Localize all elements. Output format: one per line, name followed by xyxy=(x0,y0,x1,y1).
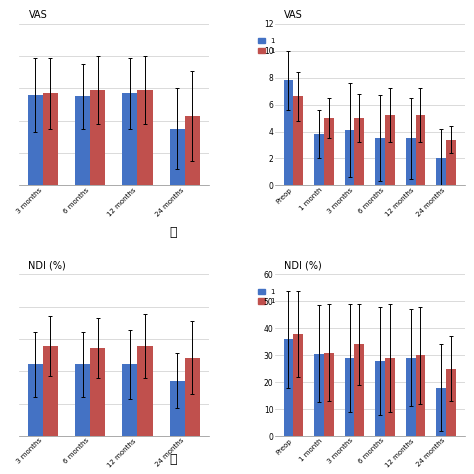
Bar xyxy=(43,93,58,185)
Bar xyxy=(283,80,293,185)
Text: VAS: VAS xyxy=(28,10,47,20)
Bar xyxy=(314,354,324,436)
Legend: 1 level CO, 1 level CP: 1 level CO, 1 level CP xyxy=(255,286,310,307)
Text: VAS: VAS xyxy=(284,10,303,20)
Bar xyxy=(122,365,137,436)
Bar xyxy=(437,158,446,185)
Bar xyxy=(355,118,364,185)
Bar xyxy=(437,388,446,436)
Bar xyxy=(345,358,355,436)
Bar xyxy=(90,90,105,185)
Bar xyxy=(293,334,303,436)
Bar xyxy=(27,95,43,185)
Bar xyxy=(385,115,395,185)
Bar xyxy=(122,93,137,185)
Bar xyxy=(137,346,153,436)
Bar xyxy=(293,97,303,185)
Bar xyxy=(75,97,90,185)
Text: NDI (%): NDI (%) xyxy=(28,261,66,271)
Bar xyxy=(406,138,416,185)
Bar xyxy=(75,365,90,436)
Bar xyxy=(185,357,200,436)
Bar xyxy=(170,129,185,185)
Bar xyxy=(185,116,200,185)
Bar xyxy=(27,365,43,436)
Bar xyxy=(170,381,185,436)
Bar xyxy=(324,353,334,436)
Bar xyxy=(90,348,105,436)
Text: NDI (%): NDI (%) xyxy=(284,261,322,271)
Text: Ⓑ: Ⓑ xyxy=(169,226,177,239)
Bar xyxy=(416,115,425,185)
Bar xyxy=(446,369,456,436)
Bar xyxy=(385,358,395,436)
Bar xyxy=(324,118,334,185)
Bar xyxy=(416,355,425,436)
Legend: 1 level CO, 1 level CP: 1 level CO, 1 level CP xyxy=(255,35,310,56)
Bar xyxy=(406,358,416,436)
Bar xyxy=(137,90,153,185)
Bar xyxy=(446,140,456,185)
Bar xyxy=(375,361,385,436)
Bar xyxy=(314,134,324,185)
Text: ⓓ: ⓓ xyxy=(169,453,177,466)
Bar xyxy=(355,345,364,436)
Bar xyxy=(345,130,355,185)
Bar xyxy=(375,138,385,185)
Bar xyxy=(43,346,58,436)
Bar xyxy=(283,339,293,436)
